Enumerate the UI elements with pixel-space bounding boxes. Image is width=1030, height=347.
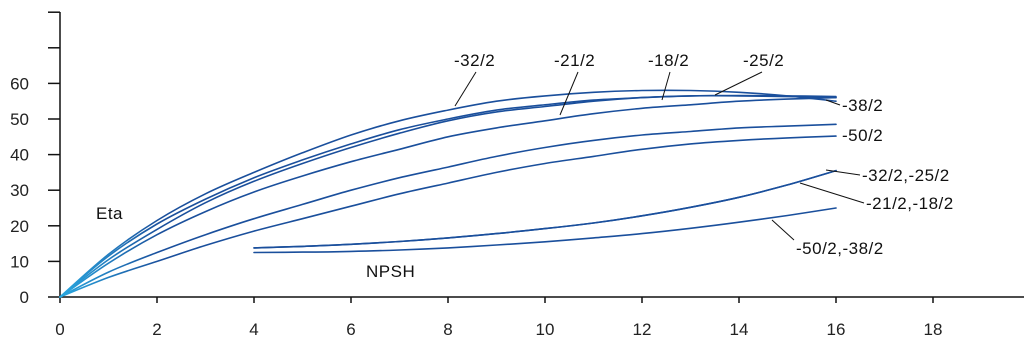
y-tick-label: 30 xyxy=(10,181,29,200)
group-label-npsh: NPSH xyxy=(366,262,415,281)
leader-21-2-18-2 xyxy=(799,182,865,204)
x-tick-label: 6 xyxy=(346,320,355,339)
x-tick-label: 10 xyxy=(536,320,555,339)
x-tick-label: 0 xyxy=(55,320,64,339)
series-label-18-2: -18/2 xyxy=(648,51,689,70)
series-line-4 xyxy=(59,123,837,298)
x-tick-label: 12 xyxy=(633,320,652,339)
series-label-21-2-18-2: -21/2,-18/2 xyxy=(866,194,954,213)
leader-32-2 xyxy=(454,71,477,107)
series-label-21-2: -21/2 xyxy=(554,51,595,70)
series-line-3 xyxy=(59,96,837,298)
series-label-32-2-25-2: -32/2,-25/2 xyxy=(862,166,950,185)
series-line-8 xyxy=(253,207,837,254)
series-line-2 xyxy=(59,94,837,298)
y-tick-label: 40 xyxy=(10,146,29,165)
y-tick-label: 0 xyxy=(20,288,29,307)
series-label-50-2: -50/2 xyxy=(842,126,883,145)
series-line-0 xyxy=(59,89,837,298)
series-line-7 xyxy=(253,169,837,249)
label-leaders xyxy=(454,71,865,241)
y-tick-label: 10 xyxy=(10,252,29,271)
leader-50-2-38-2 xyxy=(771,219,795,241)
x-tick-label: 16 xyxy=(827,320,846,339)
x-tick-label: 14 xyxy=(730,320,749,339)
series-line-5 xyxy=(59,135,837,298)
series-label-38-2: -38/2 xyxy=(842,96,883,115)
curves xyxy=(59,89,837,298)
y-tick-label: 50 xyxy=(10,110,29,129)
leader-18-2 xyxy=(661,71,671,101)
series-label-25-2: -25/2 xyxy=(743,51,784,70)
x-tick-label: 18 xyxy=(924,320,943,339)
x-tick-label: 2 xyxy=(152,320,161,339)
y-tick-label: 60 xyxy=(10,74,29,93)
series-label-50-2-38-2: -50/2,-38/2 xyxy=(796,239,884,258)
x-tick-label: 4 xyxy=(249,320,258,339)
series-label-32-2: -32/2 xyxy=(454,51,495,70)
leader-25-2 xyxy=(714,71,763,96)
axes: 0 2 4 6 8 10 12 14 16 18 0 10 20 30 40 50 60 xyxy=(10,11,1024,339)
y-tick-label: 20 xyxy=(10,217,29,236)
x-tick-label: 8 xyxy=(443,320,452,339)
leader-38-2 xyxy=(825,99,841,106)
series-line-1 xyxy=(59,94,837,298)
leader-32-2-25-2 xyxy=(825,169,861,176)
leader-21-2 xyxy=(559,71,579,116)
series-labels: Eta NPSH -32/2 -21/2 -18/2 -25/2 -38/2 -… xyxy=(96,51,954,281)
group-label-eta: Eta xyxy=(96,204,123,223)
